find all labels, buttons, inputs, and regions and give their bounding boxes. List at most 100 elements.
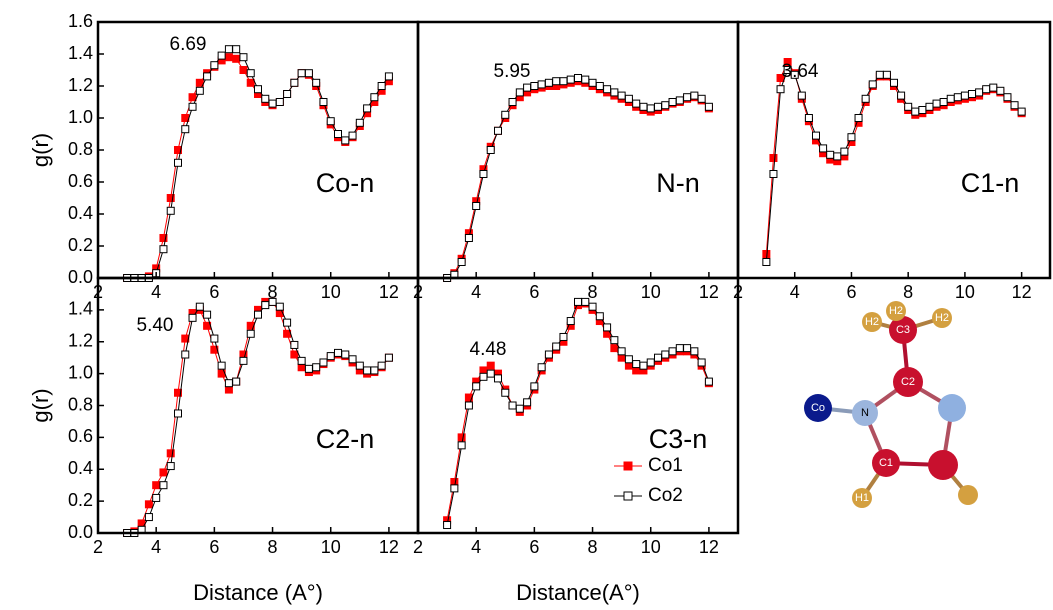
point xyxy=(777,86,784,93)
point xyxy=(640,103,647,110)
point xyxy=(356,362,363,369)
x-axis-label: Distance (A°) xyxy=(193,580,323,605)
point xyxy=(834,153,841,160)
x-tick-label: 6 xyxy=(209,537,219,557)
point xyxy=(1004,94,1011,101)
point xyxy=(255,86,262,93)
atom-label: H2 xyxy=(935,312,949,324)
x-tick-label: 12 xyxy=(1012,282,1032,302)
point xyxy=(335,349,342,356)
molecule-unlabeled-atoms xyxy=(928,394,978,505)
point xyxy=(538,364,545,371)
point xyxy=(926,103,933,110)
point xyxy=(891,79,898,86)
point xyxy=(385,354,392,361)
point xyxy=(305,70,312,77)
legend-marker xyxy=(624,492,632,500)
point xyxy=(604,324,611,331)
point xyxy=(160,246,167,253)
point xyxy=(349,132,356,139)
point xyxy=(153,494,160,501)
point xyxy=(684,94,691,101)
point xyxy=(509,99,516,106)
point xyxy=(189,103,196,110)
atom-label: H2 xyxy=(865,316,879,328)
x-tick-label: 4 xyxy=(790,282,800,302)
point xyxy=(625,356,632,363)
point xyxy=(320,99,327,106)
point xyxy=(763,259,770,266)
point xyxy=(640,362,647,369)
point xyxy=(327,118,334,125)
panel-label: N-n xyxy=(656,168,700,198)
point xyxy=(378,362,385,369)
point xyxy=(247,70,254,77)
point xyxy=(524,399,531,406)
point xyxy=(676,97,683,104)
point xyxy=(495,127,502,134)
y-tick-label: 0.8 xyxy=(68,139,93,159)
x-tick-label: 4 xyxy=(151,537,161,557)
x-tick-label: 10 xyxy=(955,282,975,302)
point xyxy=(983,86,990,93)
x-tick-label: 10 xyxy=(321,282,341,302)
atom-label: Co xyxy=(811,402,825,414)
x-tick-label: 10 xyxy=(641,537,661,557)
x-tick-label: 10 xyxy=(641,282,661,302)
peak-annotation: 4.48 xyxy=(470,339,507,360)
point xyxy=(933,100,940,107)
point xyxy=(567,76,574,83)
point xyxy=(240,54,247,61)
point xyxy=(813,132,820,139)
peak-annotation: 6.69 xyxy=(170,34,207,55)
point xyxy=(160,482,167,489)
point xyxy=(545,351,552,358)
point xyxy=(335,131,342,138)
point xyxy=(869,81,876,88)
x-tick-label: 12 xyxy=(379,537,399,557)
series-line xyxy=(127,302,389,533)
y-tick-label: 0.8 xyxy=(68,394,93,414)
point xyxy=(770,171,777,178)
point xyxy=(487,147,494,154)
point xyxy=(153,482,160,489)
point xyxy=(919,107,926,114)
point xyxy=(218,362,225,369)
point xyxy=(465,402,472,409)
point xyxy=(820,145,827,152)
point xyxy=(684,345,691,352)
point xyxy=(553,343,560,350)
series-line xyxy=(127,49,389,278)
x-tick-label: 4 xyxy=(471,537,481,557)
point xyxy=(298,70,305,77)
point xyxy=(618,348,625,355)
point xyxy=(633,361,640,368)
point xyxy=(487,362,494,369)
point xyxy=(1011,102,1018,109)
point xyxy=(189,314,196,321)
point xyxy=(342,351,349,358)
y-tick-label: 1.4 xyxy=(68,43,93,63)
point xyxy=(531,83,538,90)
y-tick-label: 0.0 xyxy=(68,267,93,287)
point xyxy=(225,46,232,53)
point xyxy=(662,102,669,109)
point xyxy=(604,86,611,93)
point xyxy=(524,84,531,91)
point xyxy=(349,356,356,363)
point xyxy=(575,298,582,305)
point xyxy=(458,434,465,441)
point xyxy=(211,62,218,69)
panel-frame xyxy=(98,22,418,278)
point xyxy=(451,485,458,492)
point xyxy=(669,348,676,355)
atom-label: H1 xyxy=(855,492,869,504)
panel-label: C1-n xyxy=(961,168,1020,198)
point xyxy=(625,95,632,102)
point xyxy=(182,126,189,133)
point xyxy=(364,105,371,112)
y-tick-label: 0.2 xyxy=(68,235,93,255)
x-tick-label: 8 xyxy=(268,537,278,557)
point xyxy=(211,335,218,342)
point xyxy=(196,87,203,94)
